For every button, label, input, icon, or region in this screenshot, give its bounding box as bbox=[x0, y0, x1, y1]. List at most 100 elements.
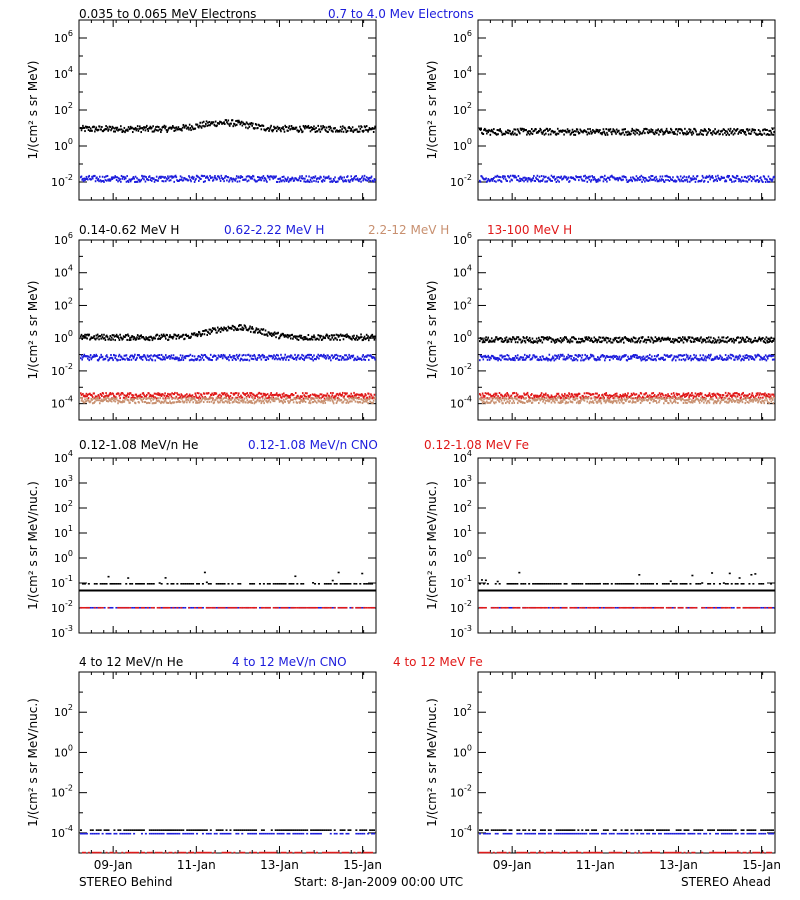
data-point bbox=[147, 129, 150, 132]
data-point bbox=[338, 334, 341, 337]
data-point bbox=[523, 128, 525, 131]
data-point bbox=[725, 180, 728, 183]
data-point bbox=[743, 180, 745, 183]
data-point bbox=[553, 359, 556, 362]
data-point bbox=[651, 178, 653, 181]
data-point bbox=[544, 393, 546, 396]
data-point bbox=[504, 355, 506, 358]
data-point bbox=[676, 394, 678, 397]
data-point bbox=[155, 179, 157, 182]
data-point bbox=[674, 355, 676, 358]
data-point bbox=[166, 178, 168, 181]
data-point bbox=[245, 354, 247, 357]
data-point bbox=[311, 355, 314, 358]
data-point bbox=[651, 392, 653, 395]
data-point bbox=[545, 132, 547, 135]
data-point bbox=[115, 398, 117, 401]
data-point bbox=[167, 177, 170, 180]
data-point bbox=[713, 357, 716, 360]
data-point bbox=[86, 395, 88, 398]
data-point bbox=[562, 177, 565, 180]
data-point bbox=[634, 393, 636, 396]
data-point bbox=[624, 392, 626, 395]
data-point bbox=[325, 394, 328, 397]
data-point bbox=[161, 180, 164, 183]
data-point bbox=[568, 180, 571, 183]
data-point bbox=[241, 399, 244, 402]
data-point bbox=[100, 128, 102, 131]
data-point bbox=[496, 129, 499, 132]
data-point bbox=[201, 121, 204, 124]
data-point bbox=[758, 336, 761, 339]
data-point bbox=[237, 394, 239, 397]
data-point bbox=[739, 336, 742, 339]
data-point bbox=[719, 133, 721, 136]
data-point bbox=[303, 399, 305, 402]
data-point bbox=[722, 394, 725, 397]
data-point bbox=[627, 133, 630, 136]
data-point bbox=[311, 393, 314, 396]
data-point bbox=[544, 129, 546, 132]
data-point bbox=[511, 338, 513, 341]
data-point bbox=[160, 393, 162, 396]
data-point bbox=[285, 126, 288, 129]
data-point bbox=[737, 132, 740, 135]
data-point bbox=[507, 354, 510, 357]
data-point bbox=[479, 340, 481, 343]
data-point bbox=[519, 179, 522, 182]
data-point bbox=[283, 335, 286, 338]
data-point bbox=[85, 400, 88, 403]
data-point bbox=[299, 125, 301, 128]
data-point bbox=[693, 395, 696, 398]
data-point bbox=[618, 395, 621, 398]
data-point bbox=[105, 392, 107, 395]
data-point bbox=[543, 176, 546, 179]
data-point bbox=[235, 177, 237, 180]
data-point bbox=[696, 337, 699, 340]
data-point bbox=[344, 126, 346, 129]
data-point bbox=[240, 175, 242, 178]
data-point bbox=[255, 123, 258, 126]
data-point bbox=[109, 335, 112, 338]
data-point bbox=[556, 176, 558, 179]
data-point bbox=[344, 392, 346, 395]
legend-entry: 0.7 to 4.0 Mev Electrons bbox=[328, 7, 474, 21]
data-point bbox=[114, 175, 117, 178]
data-point bbox=[145, 126, 147, 129]
data-point bbox=[365, 333, 368, 336]
data-point bbox=[297, 129, 299, 132]
data-point bbox=[645, 341, 648, 344]
data-point bbox=[634, 130, 637, 133]
data-point bbox=[299, 397, 301, 400]
data-point bbox=[553, 175, 556, 178]
data-point bbox=[502, 175, 504, 178]
data-point bbox=[174, 358, 176, 361]
data-point bbox=[622, 178, 624, 181]
data-point bbox=[745, 133, 747, 136]
data-point bbox=[655, 175, 657, 178]
y-tick-label: 102 bbox=[54, 296, 73, 312]
data-point bbox=[372, 399, 375, 402]
data-point bbox=[509, 180, 511, 183]
data-point bbox=[146, 358, 148, 361]
data-point bbox=[528, 340, 530, 343]
data-point bbox=[264, 392, 266, 395]
data-point bbox=[290, 124, 293, 127]
data-point bbox=[555, 180, 558, 183]
data-point bbox=[617, 337, 619, 340]
data-point bbox=[595, 180, 598, 183]
data-point bbox=[490, 340, 492, 343]
data-point bbox=[83, 126, 86, 129]
data-point bbox=[318, 177, 321, 180]
data-point bbox=[307, 398, 310, 401]
data-point bbox=[719, 355, 722, 358]
data-point bbox=[506, 354, 508, 357]
data-point bbox=[549, 179, 552, 182]
data-point bbox=[518, 180, 520, 183]
data-point bbox=[595, 128, 598, 131]
data-point bbox=[181, 335, 183, 338]
data-point bbox=[532, 341, 534, 344]
data-point bbox=[768, 396, 770, 399]
data-point bbox=[292, 393, 295, 396]
data-point bbox=[589, 130, 592, 133]
